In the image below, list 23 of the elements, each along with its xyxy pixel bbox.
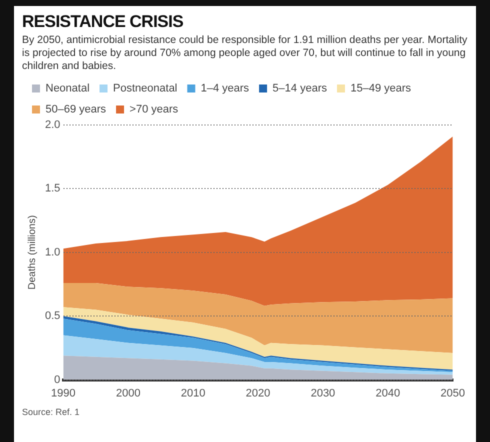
legend-label: 5–14 years: [272, 82, 328, 95]
x-tick-label: 2050: [440, 387, 466, 400]
y-tick-label: 2.0: [44, 119, 60, 132]
y-tick-label: 1.0: [44, 246, 60, 258]
y-tick-label: 1.5: [44, 182, 60, 195]
y-tick-label: 0: [54, 374, 60, 386]
x-tick-label: 2020: [246, 387, 270, 400]
legend-label: Postneonatal: [113, 82, 178, 95]
x-tick-label: 2040: [376, 387, 400, 400]
legend-label: 15–49 years: [350, 82, 412, 95]
legend-label: 1–4 years: [200, 82, 250, 95]
legend-label: >70 years: [130, 104, 179, 116]
x-tick-label: 2000: [116, 387, 140, 400]
source-note: Source: Ref. 1: [22, 407, 81, 417]
x-tick-label: 2030: [310, 387, 336, 400]
chart-subtitle: By 2050, antimicrobial resistance could be responsible for 1.91 million deaths per year. Mortality is projected to rise by around 70% among people aged over 70, but will continue to fall in young children and babies.: [22, 34, 468, 73]
y-tick-label: 0.5: [44, 310, 60, 322]
x-tick-label: 2010: [180, 387, 206, 400]
x-tick-label: 1990: [51, 387, 76, 400]
legend-label: 50–69 years: [46, 104, 107, 116]
chart-title: RESISTANCE CRISIS: [22, 12, 184, 32]
y-axis-title: Deaths (millions): [26, 215, 38, 290]
legend-label: Neonatal: [46, 82, 90, 95]
